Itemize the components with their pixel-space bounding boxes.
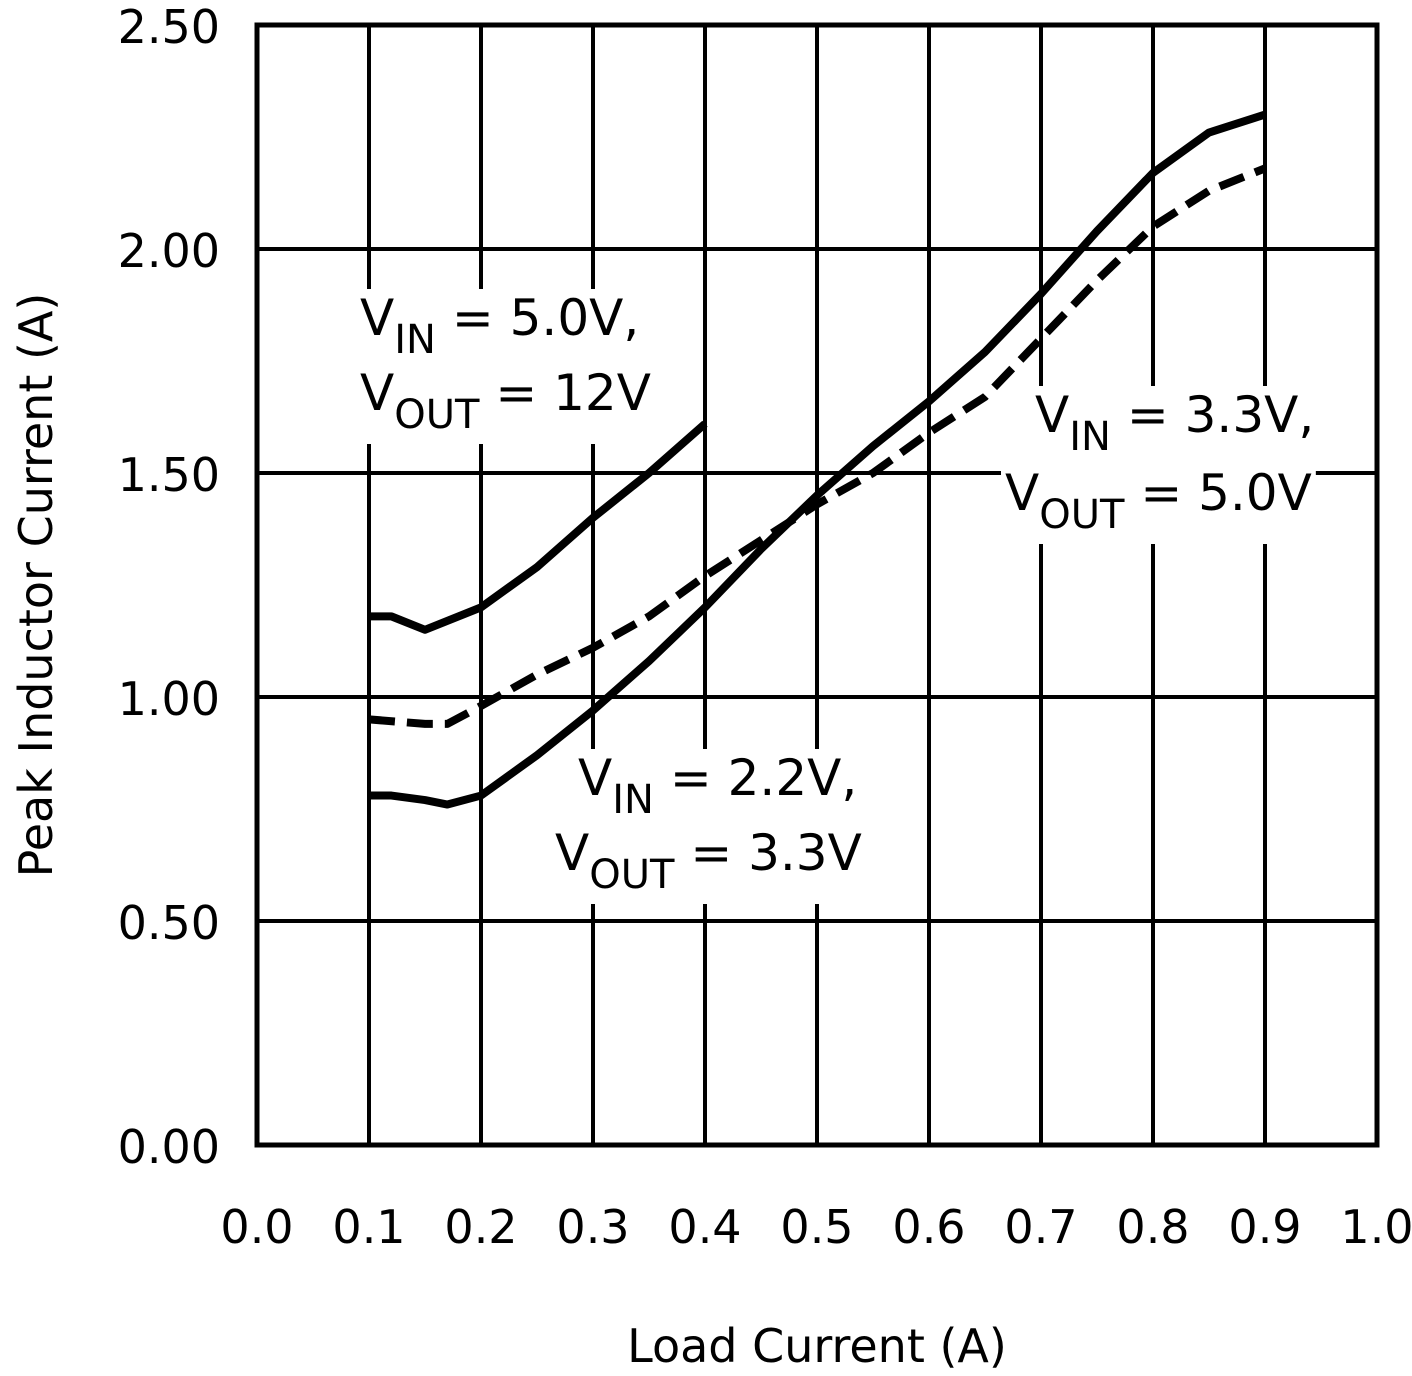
y-tick-label: 0.50	[118, 896, 220, 950]
series-line	[369, 110, 1267, 809]
annotation: VOUT = 12V	[360, 364, 651, 438]
annotation-text: V	[360, 364, 394, 422]
annotation-subscript: IN	[1069, 414, 1111, 460]
x-tick-label: 0.1	[332, 1200, 405, 1254]
y-axis-title: Peak Inductor Current (A)	[9, 293, 63, 878]
annotation: VIN = 3.3V,	[1035, 386, 1314, 460]
x-tick-label: 0.2	[444, 1200, 517, 1254]
annotation-text: = 2.2V,	[654, 749, 857, 807]
annotation-text: V	[1005, 464, 1039, 522]
annotation-background	[1031, 386, 1319, 466]
y-tick-label: 0.00	[118, 1120, 220, 1174]
annotation-subscript: OUT	[1039, 492, 1125, 538]
annotation-subscript: OUT	[589, 852, 675, 898]
annotation-text: V	[578, 749, 612, 807]
y-tick-label: 1.50	[118, 448, 220, 502]
x-tick-label: 0.3	[556, 1200, 629, 1254]
annotation: VOUT = 5.0V	[1005, 464, 1312, 538]
series-line	[369, 420, 708, 634]
annotation-background	[356, 364, 655, 444]
annotation-text: = 5.0V,	[436, 289, 639, 347]
annotation-text: V	[1035, 386, 1069, 444]
annotation-text: = 12V	[479, 364, 651, 422]
plot-frame	[254, 22, 1380, 1148]
annotation-text: V	[555, 824, 589, 882]
annotation: VOUT = 3.3V	[555, 824, 862, 898]
x-tick-label: 0.0	[220, 1200, 293, 1254]
annotations: VIN = 5.0V,VOUT = 12V VIN = 3.3V,VOUT = 5…	[356, 289, 1319, 904]
y-tick-label: 1.00	[118, 672, 220, 726]
annotation-text: = 3.3V,	[1111, 386, 1314, 444]
x-tick-label: 1.0	[1340, 1200, 1412, 1254]
x-tick-label: 0.4	[668, 1200, 741, 1254]
annotation-subscript: IN	[394, 317, 436, 363]
annotation-text: = 3.3V	[674, 824, 861, 882]
annotation-text: = 5.0V	[1124, 464, 1311, 522]
x-tick-label: 0.6	[892, 1200, 965, 1254]
annotation: VIN = 5.0V,	[360, 289, 639, 363]
x-tick-label: 0.9	[1228, 1200, 1301, 1254]
y-tick-label: 2.50	[118, 0, 220, 54]
x-tick-label: 0.8	[1116, 1200, 1189, 1254]
annotation-text: V	[360, 289, 394, 347]
annotation-background	[551, 824, 866, 904]
x-axis-title: Load Current (A)	[627, 1319, 1007, 1373]
annotation: VIN = 2.2V,	[578, 749, 857, 823]
annotation-subscript: IN	[612, 777, 654, 823]
y-tick-label: 2.00	[118, 224, 220, 278]
annotation-background	[1001, 464, 1316, 544]
series-line	[368, 164, 1267, 728]
plot-lines	[368, 110, 1267, 809]
annotation-background	[574, 749, 862, 829]
annotation-subscript: OUT	[394, 392, 480, 438]
x-tick-label: 0.7	[1004, 1200, 1077, 1254]
annotation-background	[356, 289, 644, 369]
x-tick-label: 0.5	[780, 1200, 853, 1254]
